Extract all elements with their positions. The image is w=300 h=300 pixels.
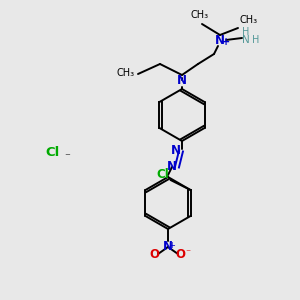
Text: N: N (177, 74, 187, 86)
Text: H: H (252, 35, 260, 45)
Text: O: O (149, 248, 159, 262)
Text: +: + (169, 242, 176, 250)
Text: ⁻: ⁻ (185, 248, 190, 258)
Text: N: N (167, 160, 177, 173)
Text: Cl: Cl (45, 146, 59, 158)
Text: H: H (242, 27, 250, 37)
Text: CH₃: CH₃ (117, 68, 135, 78)
Text: N: N (242, 35, 250, 45)
Text: N: N (163, 241, 173, 254)
Text: ⁻: ⁻ (64, 152, 70, 162)
Text: CH₃: CH₃ (191, 10, 209, 20)
Text: Cl: Cl (156, 167, 169, 181)
Text: +: + (222, 37, 230, 47)
Text: O: O (175, 248, 185, 262)
Text: N: N (171, 145, 181, 158)
Text: CH₃: CH₃ (240, 15, 258, 25)
Text: N: N (215, 34, 225, 46)
